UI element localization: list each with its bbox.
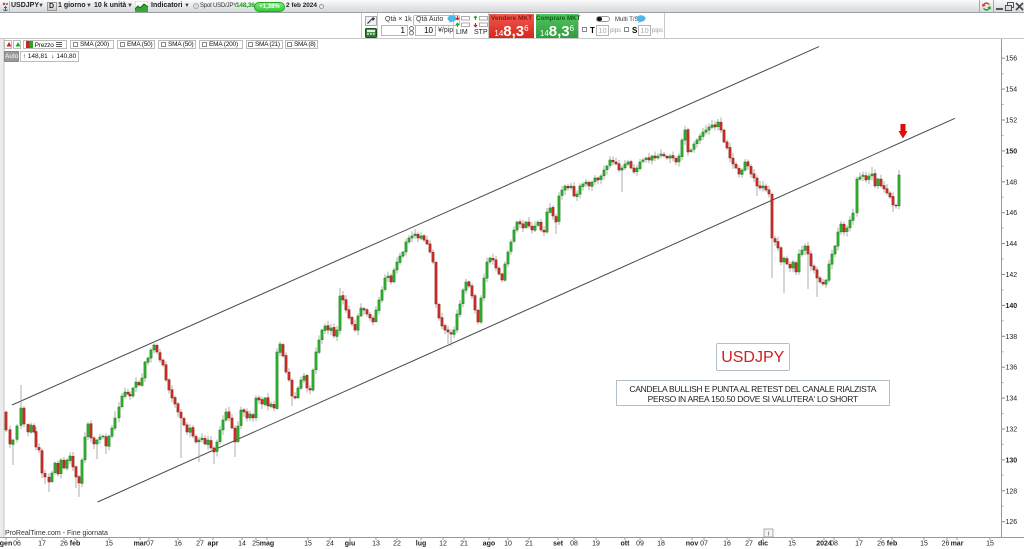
svg-text:130: 130 xyxy=(1006,457,1018,464)
svg-text:18: 18 xyxy=(657,541,665,548)
svg-text:2024: 2024 xyxy=(816,541,832,548)
svg-text:25: 25 xyxy=(252,541,260,548)
svg-text:08: 08 xyxy=(570,541,578,548)
svg-text:27: 27 xyxy=(745,541,753,548)
svg-text:26: 26 xyxy=(942,541,950,548)
svg-text:140: 140 xyxy=(1006,303,1018,310)
svg-text:144: 144 xyxy=(1006,241,1018,248)
svg-text:142: 142 xyxy=(1006,272,1018,279)
svg-text:feb: feb xyxy=(70,541,81,548)
svg-text:07: 07 xyxy=(700,541,708,548)
svg-text:152: 152 xyxy=(1006,118,1018,125)
svg-text:150: 150 xyxy=(1006,148,1018,155)
svg-text:156: 156 xyxy=(1006,56,1018,63)
svg-text:138: 138 xyxy=(1006,334,1018,341)
svg-text:15: 15 xyxy=(920,541,928,548)
svg-text:15: 15 xyxy=(986,541,994,548)
svg-text:08: 08 xyxy=(830,541,838,548)
svg-text:i: i xyxy=(768,531,769,538)
svg-text:lug: lug xyxy=(416,541,427,548)
svg-text:dic: dic xyxy=(758,541,768,548)
svg-text:146: 146 xyxy=(1006,210,1018,217)
svg-text:14: 14 xyxy=(238,541,246,548)
svg-text:132: 132 xyxy=(1006,427,1018,434)
svg-text:136: 136 xyxy=(1006,365,1018,372)
svg-text:128: 128 xyxy=(1006,488,1018,495)
svg-text:16: 16 xyxy=(723,541,731,548)
svg-text:17: 17 xyxy=(38,541,46,548)
svg-text:27: 27 xyxy=(196,541,204,548)
svg-text:07: 07 xyxy=(146,541,154,548)
svg-text:26: 26 xyxy=(60,541,68,548)
svg-text:mag: mag xyxy=(260,541,274,548)
svg-text:15: 15 xyxy=(304,541,312,548)
svg-text:16: 16 xyxy=(174,541,182,548)
svg-text:ago: ago xyxy=(483,541,495,548)
svg-text:148: 148 xyxy=(1006,179,1018,186)
svg-text:06: 06 xyxy=(13,541,21,548)
svg-text:ott: ott xyxy=(621,541,631,548)
svg-text:feb: feb xyxy=(887,541,898,548)
svg-text:21: 21 xyxy=(525,541,533,548)
svg-text:126: 126 xyxy=(1006,519,1018,526)
svg-text:134: 134 xyxy=(1006,396,1018,403)
svg-text:154: 154 xyxy=(1006,87,1018,94)
svg-text:mar: mar xyxy=(951,541,964,548)
svg-text:apr: apr xyxy=(208,541,219,548)
svg-text:set: set xyxy=(553,541,564,548)
svg-text:17: 17 xyxy=(855,541,863,548)
svg-text:gen: gen xyxy=(0,541,12,548)
svg-text:24: 24 xyxy=(326,541,334,548)
svg-text:15: 15 xyxy=(105,541,113,548)
svg-text:21: 21 xyxy=(460,541,468,548)
svg-text:12: 12 xyxy=(439,541,447,548)
svg-text:09: 09 xyxy=(636,541,644,548)
svg-text:giu: giu xyxy=(345,541,356,548)
svg-text:mar: mar xyxy=(134,541,147,548)
svg-text:19: 19 xyxy=(592,541,600,548)
svg-text:15: 15 xyxy=(788,541,796,548)
svg-text:10: 10 xyxy=(504,541,512,548)
svg-text:nov: nov xyxy=(686,541,699,548)
svg-text:13: 13 xyxy=(372,541,380,548)
svg-text:22: 22 xyxy=(393,541,401,548)
svg-text:26: 26 xyxy=(877,541,885,548)
